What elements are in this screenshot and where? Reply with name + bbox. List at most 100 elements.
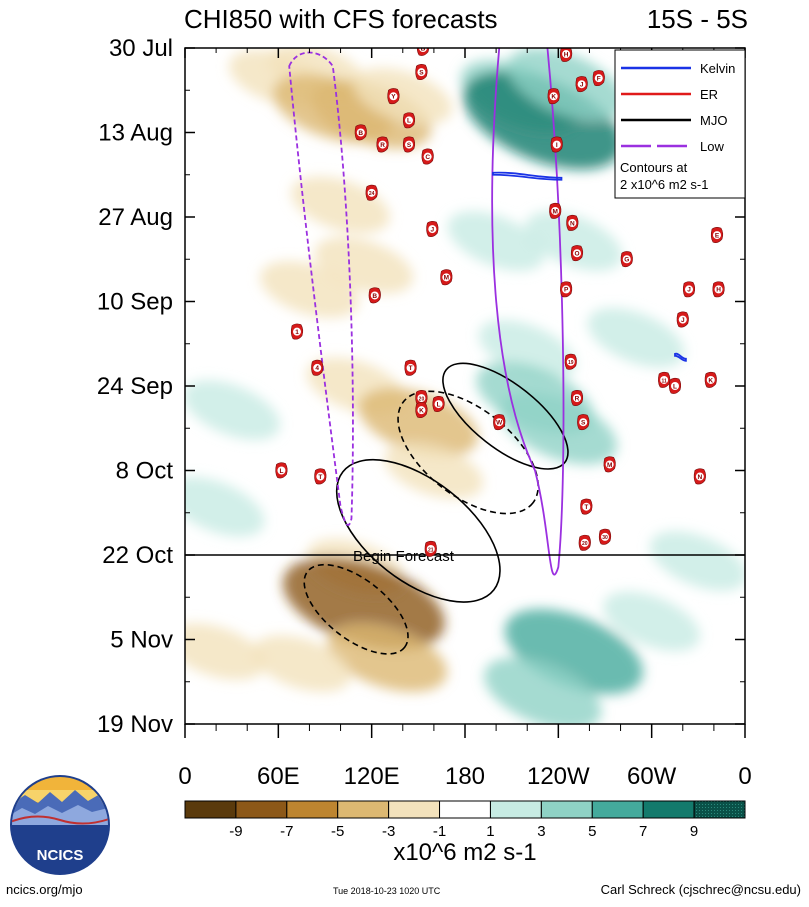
x-tick-label: 120W [527, 763, 590, 790]
mjo-contour [335, 458, 501, 603]
storm-marker: Y [387, 88, 400, 105]
storm-eye [549, 92, 558, 101]
footer-url[interactable]: ncics.org/mjo [6, 882, 83, 897]
colorbar-label: -9 [229, 823, 242, 840]
colorbar-label: 1 [486, 823, 494, 840]
storm-marker: 30 [598, 528, 612, 545]
storm-eye [417, 68, 426, 77]
storm-eye [378, 140, 387, 149]
storm-eye [405, 116, 413, 125]
storm-marker: R [376, 136, 389, 153]
storm-eye [685, 285, 693, 294]
storm-label: C [425, 154, 430, 161]
storm-label: Y [391, 94, 396, 101]
storm-eye [622, 255, 631, 264]
anomaly-blob [384, 442, 484, 499]
storm-marker: L [402, 112, 416, 129]
colorbar-label: 5 [588, 823, 596, 840]
storm-label: T [318, 474, 322, 481]
storm-label: N [698, 474, 703, 481]
y-tick-label: 30 Jul [109, 35, 173, 62]
storm-marker: K [547, 88, 560, 105]
storm-marker: 20 [578, 534, 591, 551]
storm-marker: G [620, 251, 633, 268]
storm-eye [316, 472, 325, 481]
storm-eye [405, 140, 413, 149]
storm-eye [573, 394, 581, 403]
storm-marker: T [404, 359, 417, 376]
colorbar-label: -1 [433, 823, 446, 840]
colorbar-swatch [693, 800, 746, 819]
storm-marker: B [354, 124, 367, 141]
storm-eye [356, 128, 365, 137]
anomaly-blob [252, 635, 352, 692]
storm-label: 4 [315, 365, 319, 372]
legend-label: Kelvin [700, 61, 735, 76]
storm-eye [582, 502, 591, 511]
colorbar-swatch [439, 800, 491, 819]
storm-label: S [407, 142, 412, 149]
storm-eye [714, 285, 723, 294]
x-tick-label: 180 [445, 763, 485, 790]
storm-eye [573, 249, 581, 258]
storm-eye [428, 225, 437, 234]
colorbar-label: -7 [280, 823, 293, 840]
storm-label: 19 [568, 360, 574, 366]
anomaly-blob [525, 211, 623, 271]
storm-label: B [421, 45, 426, 52]
colorbar-swatch [388, 800, 441, 819]
y-tick-label: 13 Aug [98, 120, 173, 147]
storm-marker: T [314, 468, 327, 485]
y-tick-label: 27 Aug [98, 204, 173, 231]
storm-marker: 24 [365, 184, 378, 201]
legend: Kelvin ER MJO Low Contours at 2 x10^6 m2 s-… [614, 49, 746, 199]
storm-marker: S [415, 64, 428, 81]
anomaly-blob [327, 623, 448, 692]
storm-label: J [580, 82, 584, 89]
storm-eye [277, 466, 286, 475]
storm-marker: K [704, 371, 717, 388]
storm-marker: O [570, 245, 584, 262]
storm-label: K [419, 407, 424, 414]
legend-box [614, 49, 746, 199]
anomaly-blob [185, 476, 265, 537]
storm-label: E [715, 232, 720, 239]
y-tick-label: 24 Sep [97, 373, 173, 400]
storm-label: J [681, 317, 685, 324]
storm-marker: B [368, 287, 381, 304]
x-tick-label: 60E [257, 763, 300, 790]
storm-label: L [673, 383, 677, 390]
storm-label: S [581, 420, 586, 427]
storm-label: 30 [602, 535, 608, 541]
storm-label: M [607, 462, 612, 469]
storm-eye [577, 80, 586, 89]
anomaly-blob [358, 387, 479, 457]
legend-note-line1: Contours at [620, 160, 688, 175]
storm-eye [419, 48, 427, 52]
storm-eye [601, 532, 609, 541]
footer-author: Carl Schreck (cjschrec@ncsu.edu) [600, 882, 801, 897]
storm-eye [594, 74, 603, 83]
storm-eye [406, 363, 415, 372]
storm-eye [370, 291, 379, 300]
storm-label: K [551, 94, 556, 101]
anomaly-blob [353, 68, 453, 125]
storm-marker: J [676, 311, 689, 328]
footer-timestamp: Tue 2018-10-23 1020 UTC [333, 886, 441, 896]
legend-note-line2: 2 x10^6 m2 s-1 [620, 177, 708, 192]
colorbar-label: -5 [331, 823, 344, 840]
storm-marker: L [275, 462, 288, 479]
storm-label: J [431, 226, 435, 233]
storm-eye [678, 315, 687, 324]
storm-marker: R [570, 389, 584, 406]
y-tick-label: 5 Nov [110, 627, 173, 654]
storm-label: N [570, 220, 575, 227]
storm-marker: M [603, 456, 616, 473]
anomaly-blob [484, 657, 602, 724]
storm-marker: 1 [290, 323, 304, 340]
storm-label: 11 [661, 378, 667, 384]
x-tick-label: 120E [344, 763, 400, 790]
storm-label: I [556, 142, 558, 149]
storm-label: M [444, 275, 449, 282]
